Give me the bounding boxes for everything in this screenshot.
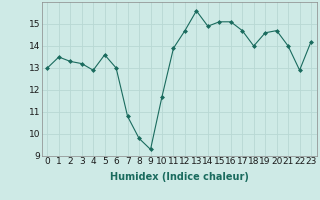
X-axis label: Humidex (Indice chaleur): Humidex (Indice chaleur) [110,172,249,182]
